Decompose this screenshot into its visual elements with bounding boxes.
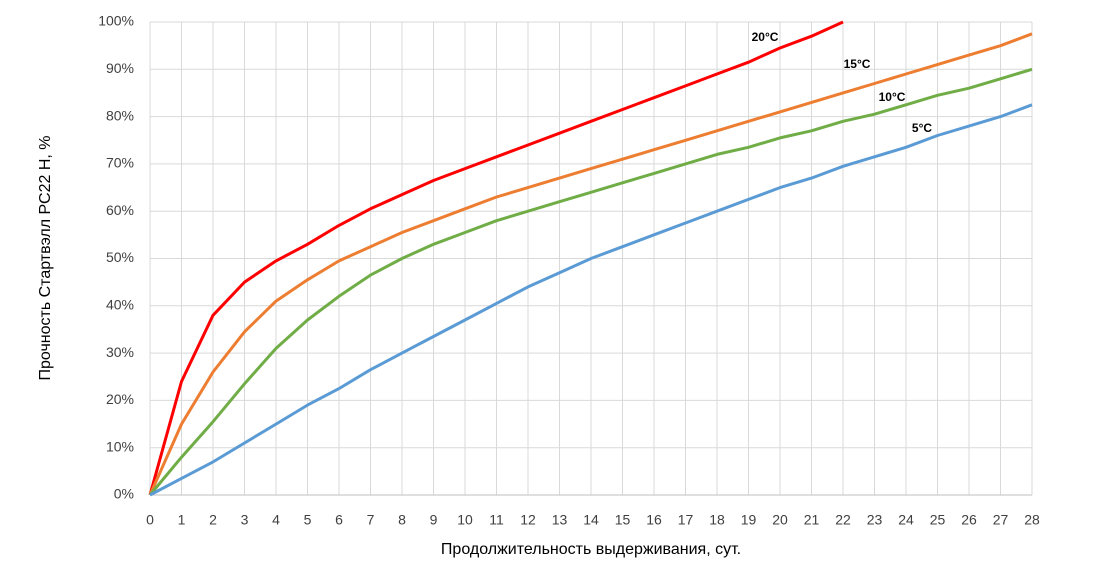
series-line [148, 20, 844, 496]
y-tick-label: 10% [106, 438, 134, 454]
x-tick-label: 25 [930, 512, 946, 528]
x-tick-label: 8 [398, 512, 406, 528]
x-axis-title: Продолжительность выдерживания, сут. [441, 541, 741, 558]
x-tick-label: 0 [146, 512, 154, 528]
x-tick-label: 13 [552, 512, 568, 528]
y-axis-title: Прочность Стартвэлл РС22 Н, % [37, 136, 54, 381]
x-tick-label: 14 [583, 512, 599, 528]
x-tick-label: 6 [335, 512, 343, 528]
series-label: 20°C [752, 30, 779, 44]
x-tick-label: 22 [835, 512, 851, 528]
x-tick-label: 19 [741, 512, 757, 528]
x-tick-label: 26 [961, 512, 977, 528]
x-tick-label: 20 [772, 512, 788, 528]
y-tick-label: 60% [106, 202, 134, 218]
x-tick-label: 3 [241, 512, 249, 528]
y-tick-label: 20% [106, 391, 134, 407]
y-tick-label: 100% [98, 13, 134, 29]
x-tick-label: 11 [489, 512, 504, 528]
x-tick-label: 27 [993, 512, 1009, 528]
x-tick-label: 12 [520, 512, 536, 528]
x-tick-label: 17 [678, 512, 694, 528]
y-tick-label: 80% [106, 107, 134, 123]
x-tick-label: 7 [367, 512, 375, 528]
x-tick-label: 10 [457, 512, 473, 528]
series-line [149, 103, 1033, 497]
x-tick-label: 1 [178, 512, 186, 528]
y-tick-label: 0% [114, 486, 134, 502]
series-label: 5°C [912, 121, 932, 135]
x-tick-label: 28 [1024, 512, 1040, 528]
y-tick-label: 30% [106, 344, 134, 360]
x-tick-label: 23 [867, 512, 883, 528]
x-tick-label: 4 [272, 512, 280, 528]
x-tick-label: 24 [898, 512, 914, 528]
series-label: 10°C [879, 90, 906, 104]
x-tick-label: 16 [646, 512, 662, 528]
x-tick-label: 18 [709, 512, 725, 528]
x-tick-label: 2 [209, 512, 217, 528]
y-tick-label: 40% [106, 297, 134, 313]
x-tick-label: 9 [430, 512, 438, 528]
series-line [148, 32, 1033, 496]
y-tick-label: 50% [106, 249, 134, 265]
y-tick-label: 90% [106, 60, 134, 76]
x-tick-label: 21 [804, 512, 820, 528]
series-line [148, 67, 1033, 496]
series-label: 15°C [844, 57, 871, 71]
x-tick-label: 5 [304, 512, 312, 528]
y-tick-label: 70% [106, 155, 134, 171]
x-tick-label: 15 [615, 512, 631, 528]
